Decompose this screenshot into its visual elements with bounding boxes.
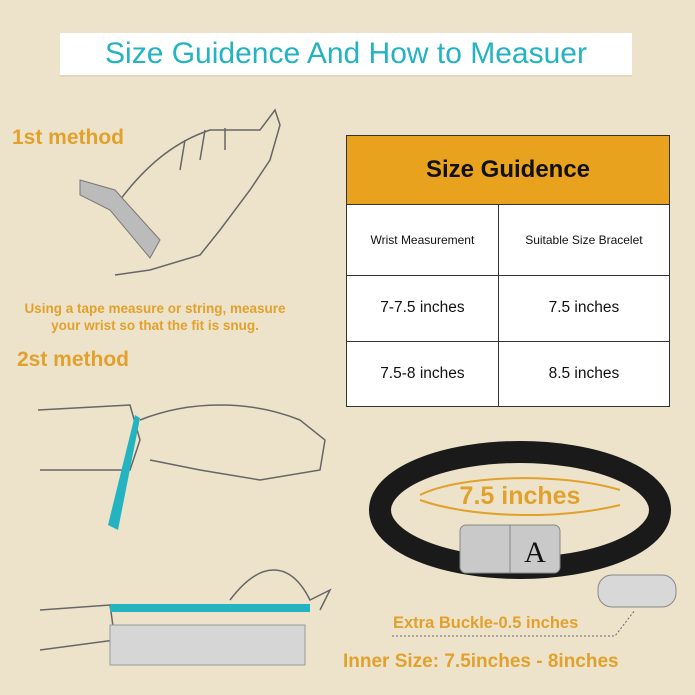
- bracelet-length-label: 7.5 inches: [460, 482, 581, 510]
- table-row: 7.5-8 inches 8.5 inches: [346, 340, 671, 407]
- method-2-label: 2st method: [17, 348, 130, 371]
- page-title: Size Guidence And How to Measuer: [105, 37, 587, 70]
- bracelet-image: A: [369, 441, 671, 579]
- measure-arrows: [419, 477, 621, 516]
- table-cell: 7.5 inches: [497, 275, 671, 342]
- tape-measure-icon: [79, 179, 161, 259]
- leader-line: [392, 609, 636, 637]
- teal-string-flat: [110, 604, 310, 612]
- column-header: Suitable Size Bracelet: [497, 204, 671, 276]
- table-row: 7-7.5 inches 7.5 inches: [346, 275, 671, 342]
- inner-size-label: Inner Size: 7.5inches - 8inches: [343, 651, 619, 672]
- table-cell: 7-7.5 inches: [346, 275, 499, 342]
- method-1-label: 1st method: [12, 126, 125, 149]
- instruction-line: Using a tape measure or string, measure: [24, 301, 286, 316]
- extra-buckle-image: [597, 574, 677, 608]
- ruler-icon: [109, 624, 306, 666]
- extra-buckle-label: Extra Buckle-0.5 inches: [393, 614, 579, 632]
- hands-measuring-illustration: [37, 404, 332, 651]
- instruction-text: Using a tape measure or string, measure …: [0, 300, 310, 334]
- column-header: Wrist Measurement: [346, 204, 499, 276]
- table-cell: 7.5-8 inches: [346, 340, 499, 407]
- instruction-line: your wrist so that the fit is snug.: [51, 318, 259, 333]
- clasp-letter: A: [524, 536, 546, 569]
- table-cell: 8.5 inches: [497, 340, 671, 407]
- table-header-row: Wrist Measurement Suitable Size Bracelet: [346, 204, 671, 276]
- size-guide-table: Size Guidence Wrist Measurement Suitable…: [346, 135, 671, 407]
- table-heading: Size Guidence: [346, 135, 670, 205]
- teal-string: [108, 415, 140, 530]
- title-banner: Size Guidence And How to Measuer: [60, 33, 632, 75]
- hand-with-tape-illustration: [114, 108, 281, 276]
